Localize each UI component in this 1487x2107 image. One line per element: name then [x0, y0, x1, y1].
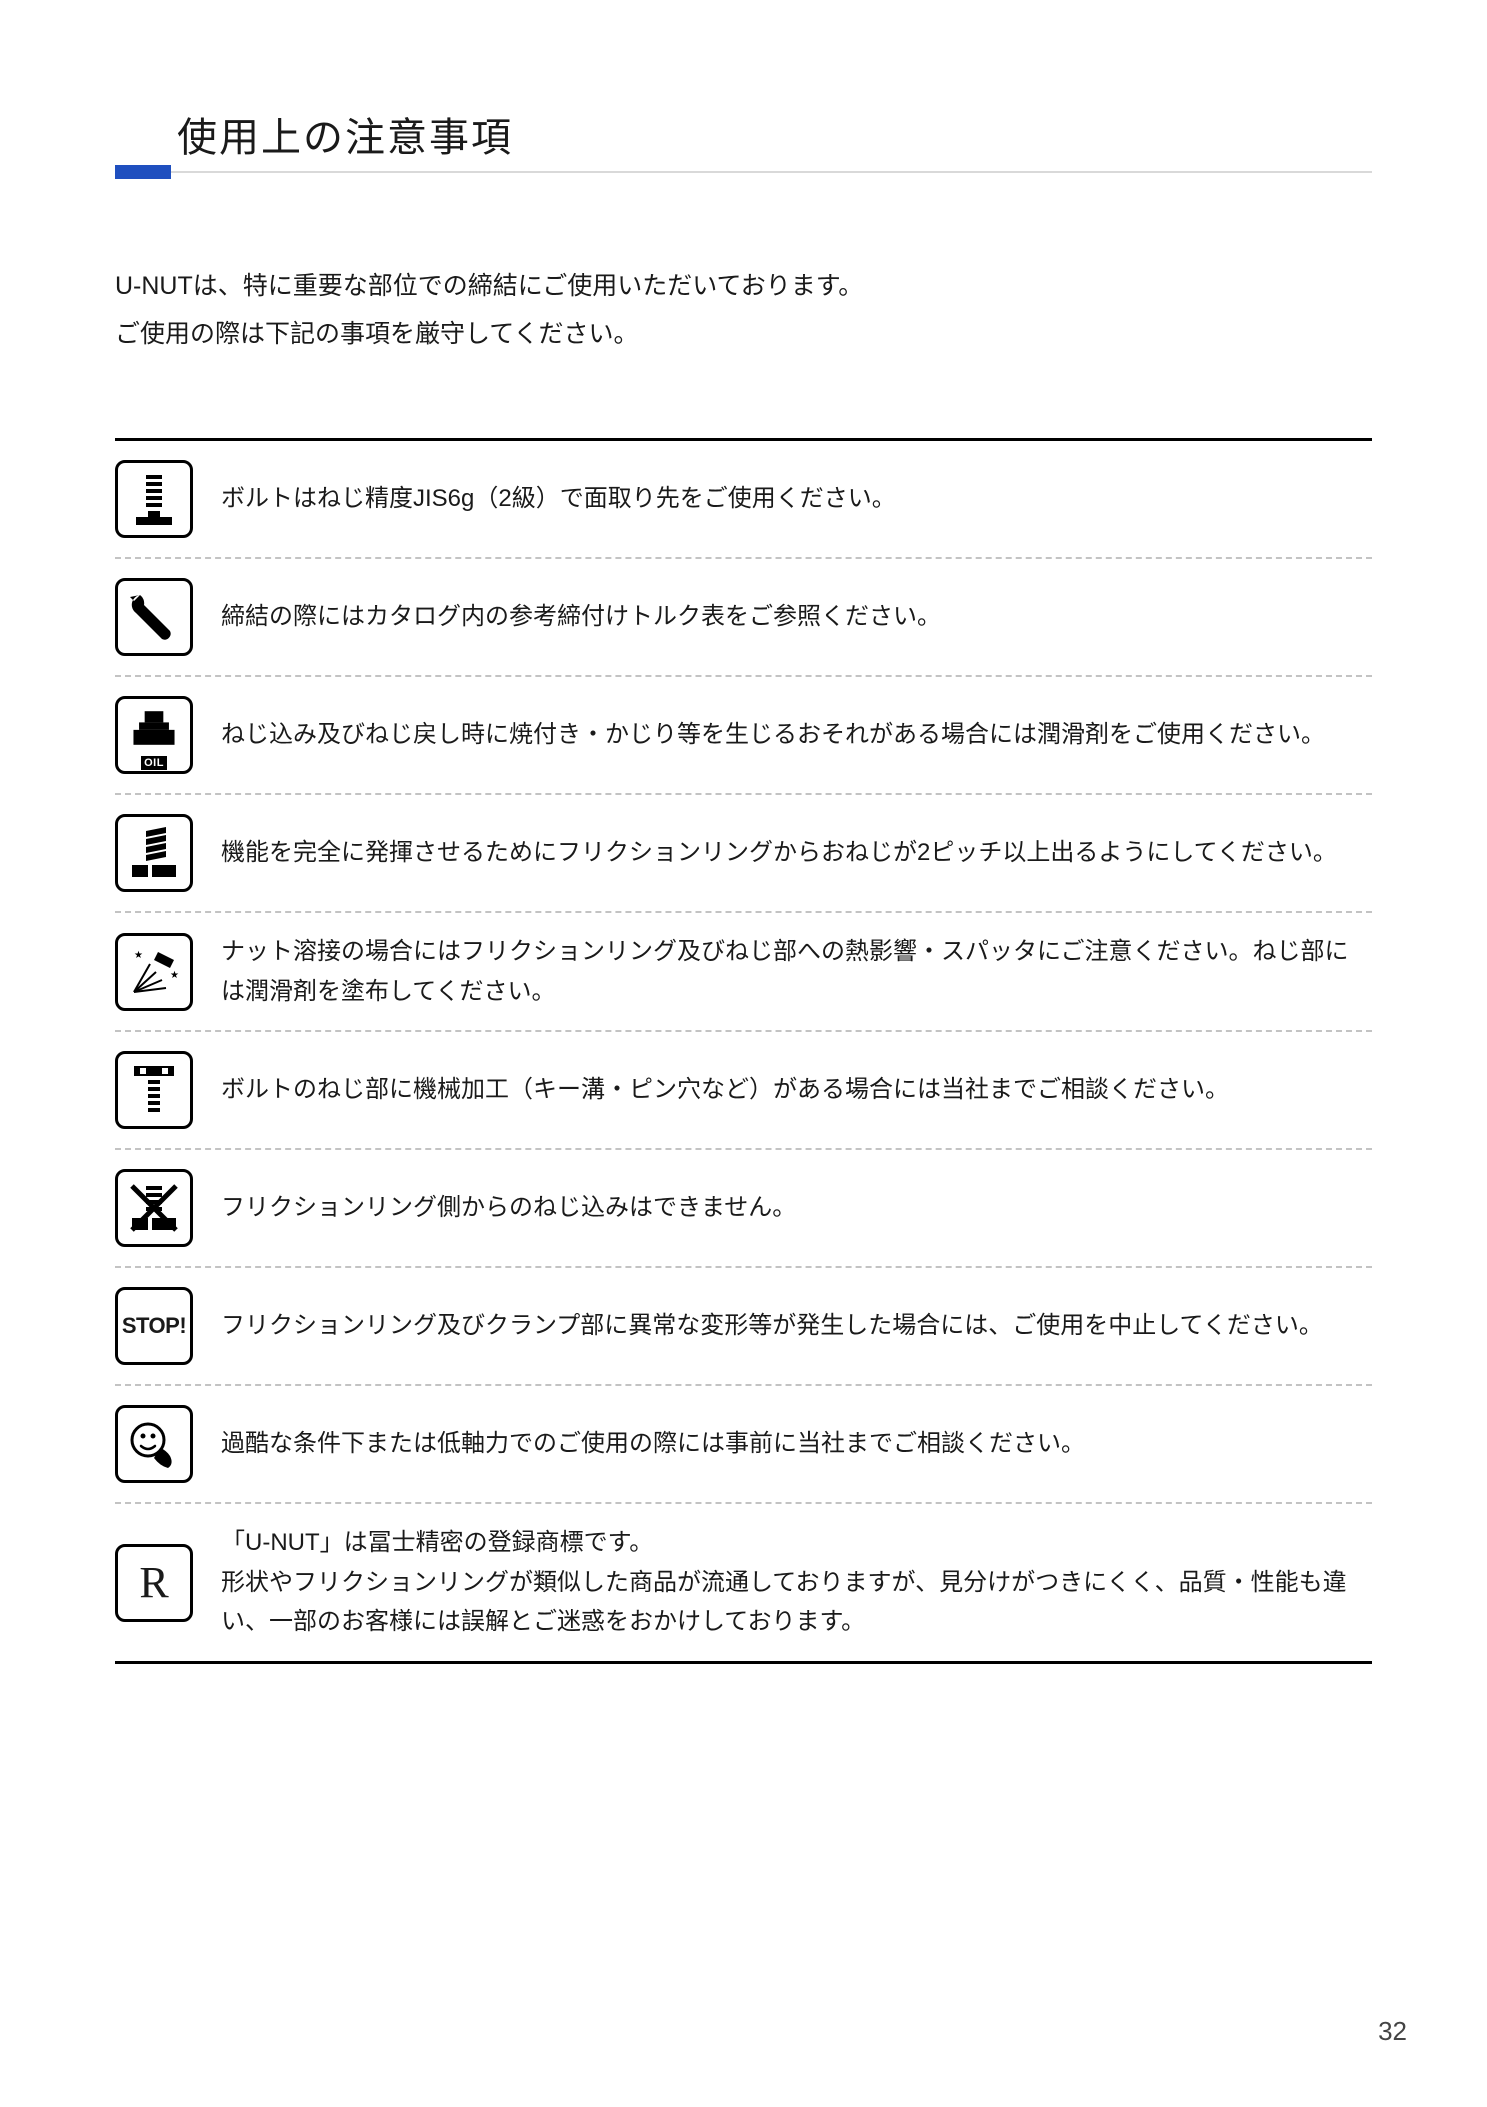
- caution-text: ねじ込み及びねじ戻し時に焼付き・かじり等を生じるおそれがある場合には潤滑剤をご使…: [221, 715, 1372, 755]
- caution-row: OIL ねじ込み及びねじ戻し時に焼付き・かじり等を生じるおそれがある場合には潤滑…: [115, 677, 1372, 795]
- caution-row: R 「U-NUT」は冨士精密の登録商標です。 形状やフリクションリングが類似した…: [115, 1504, 1372, 1661]
- intro-block: U-NUTは、特に重要な部位での締結にご使用いただいております。 ご使用の際は下…: [115, 263, 1372, 358]
- caution-row: 締結の際にはカタログ内の参考締付けトルク表をご参照ください。: [115, 559, 1372, 677]
- caution-list: ボルトはねじ精度JIS6g（2級）で面取り先をご使用ください。 締結の際にはカタ…: [115, 438, 1372, 1664]
- caution-row: ボルトはねじ精度JIS6g（2級）で面取り先をご使用ください。: [115, 441, 1372, 559]
- registered-trademark-icon: R: [115, 1544, 193, 1622]
- intro-line-2: ご使用の際は下記の事項を厳守してください。: [115, 311, 1372, 359]
- stop-icon: STOP!: [115, 1287, 193, 1365]
- intro-line-1: U-NUTは、特に重要な部位での締結にご使用いただいております。: [115, 263, 1372, 311]
- caution-text: 「U-NUT」は冨士精密の登録商標です。 形状やフリクションリングが類似した商品…: [221, 1523, 1372, 1642]
- caution-text: ナット溶接の場合にはフリクションリング及びねじ部への熱影響・スパッタにご注意くだ…: [221, 932, 1372, 1011]
- caution-text: 締結の際にはカタログ内の参考締付けトルク表をご参照ください。: [221, 597, 1372, 637]
- caution-text: ボルトはねじ精度JIS6g（2級）で面取り先をご使用ください。: [221, 479, 1372, 519]
- caution-text: フリクションリング及びクランプ部に異常な変形等が発生した場合には、ご使用を中止し…: [221, 1306, 1372, 1346]
- key-slot-bolt-icon: [115, 1051, 193, 1129]
- bolt-chamfer-icon: [115, 460, 193, 538]
- oil-label: OIL: [141, 756, 167, 770]
- wrench-icon: [115, 578, 193, 656]
- thread-pitch-icon: [115, 814, 193, 892]
- page-title: 使用上の注意事項: [173, 105, 513, 163]
- caution-row: STOP! フリクションリング及びクランプ部に異常な変形等が発生した場合には、ご…: [115, 1268, 1372, 1386]
- page-title-row: 使用上の注意事項: [115, 105, 1372, 173]
- caution-row: 機能を完全に発揮させるためにフリクションリングからおねじが2ピッチ以上出るように…: [115, 795, 1372, 913]
- caution-row: フリクションリング側からのねじ込みはできません。: [115, 1150, 1372, 1268]
- consult-phone-icon: [115, 1405, 193, 1483]
- page-number: 32: [1378, 2016, 1407, 2047]
- caution-row: 過酷な条件下または低軸力でのご使用の際には事前に当社までご相談ください。: [115, 1386, 1372, 1504]
- oil-can-icon: OIL: [115, 696, 193, 774]
- no-reverse-insert-icon: [115, 1169, 193, 1247]
- caution-row: ボルトのねじ部に機械加工（キー溝・ピン穴など）がある場合には当社までご相談くださ…: [115, 1032, 1372, 1150]
- caution-row: ★ ★ ナット溶接の場合にはフリクションリング及びねじ部への熱影響・スパッタにご…: [115, 913, 1372, 1032]
- caution-text: 過酷な条件下または低軸力でのご使用の際には事前に当社までご相談ください。: [221, 1424, 1372, 1464]
- r-letter: R: [139, 1557, 168, 1608]
- title-accent-bar: [115, 165, 171, 179]
- caution-text: フリクションリング側からのねじ込みはできません。: [221, 1188, 1372, 1228]
- caution-text: ボルトのねじ部に機械加工（キー溝・ピン穴など）がある場合には当社までご相談くださ…: [221, 1070, 1372, 1110]
- stop-label: STOP!: [122, 1313, 186, 1339]
- welding-spatter-icon: ★ ★: [115, 933, 193, 1011]
- svg-text:★: ★: [134, 950, 143, 961]
- caution-text: 機能を完全に発揮させるためにフリクションリングからおねじが2ピッチ以上出るように…: [221, 833, 1372, 873]
- svg-text:★: ★: [170, 970, 179, 981]
